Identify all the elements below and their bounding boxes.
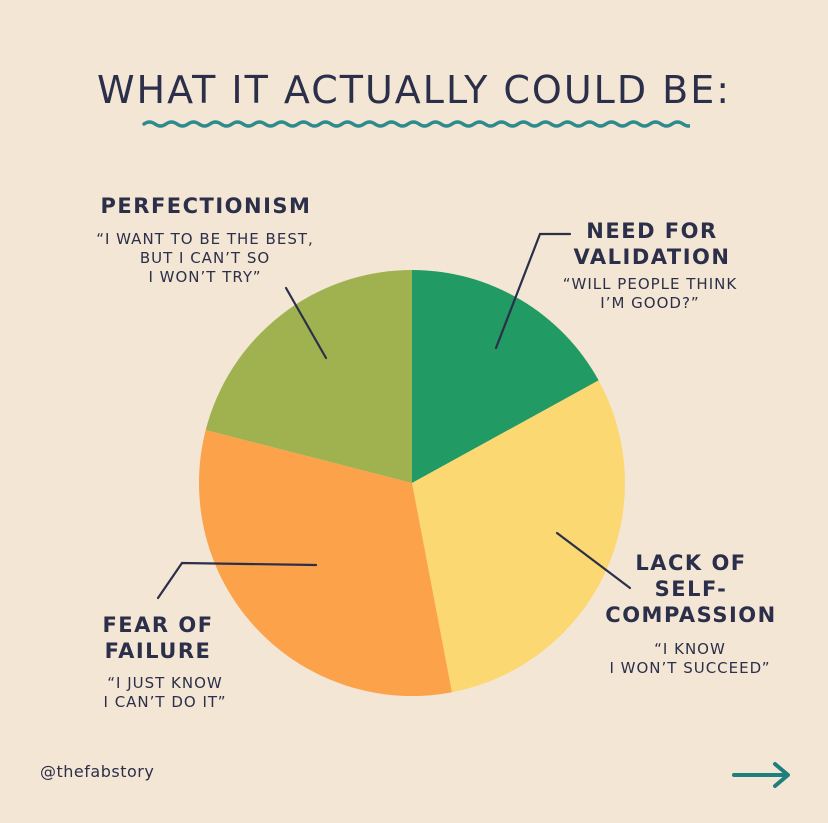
leader-line-validation [494,232,572,350]
pie-slice-need-for-validation [412,270,599,483]
slice-quote-perfectionism: “I WANT TO BE THE BEST, BUT I CAN’T SO I… [96,230,314,286]
pie-slice-lack-of-self-compassion [412,380,626,693]
leader-line-compassion [555,531,632,590]
pie-slice-fear-of-failure [198,430,452,696]
leader-line-failure [156,561,318,600]
wavy-underline [142,120,690,128]
chart-title: WHAT IT ACTUALLY COULD BE: [96,68,732,112]
author-handle: @thefabstory [40,762,155,781]
slice-label-compassion: LACK OF SELF- COMPASSION [605,551,777,627]
slice-label-validation: NEED FOR VALIDATION [573,219,731,269]
slice-label-perfectionism: PERFECTIONISM [100,194,312,218]
leader-line-perfectionism [284,286,328,360]
pie-slice-perfectionism [205,270,412,483]
slice-quote-compassion: “I KNOW I WON’T SUCCEED” [609,640,771,677]
arrow-right-icon[interactable] [730,760,794,790]
slice-quote-validation: “WILL PEOPLE THINK I’M GOOD?” [562,275,738,312]
slice-label-failure: FEAR OF FAILURE [102,613,214,663]
slice-quote-failure: “I JUST KNOW I CAN’T DO IT” [103,674,227,711]
